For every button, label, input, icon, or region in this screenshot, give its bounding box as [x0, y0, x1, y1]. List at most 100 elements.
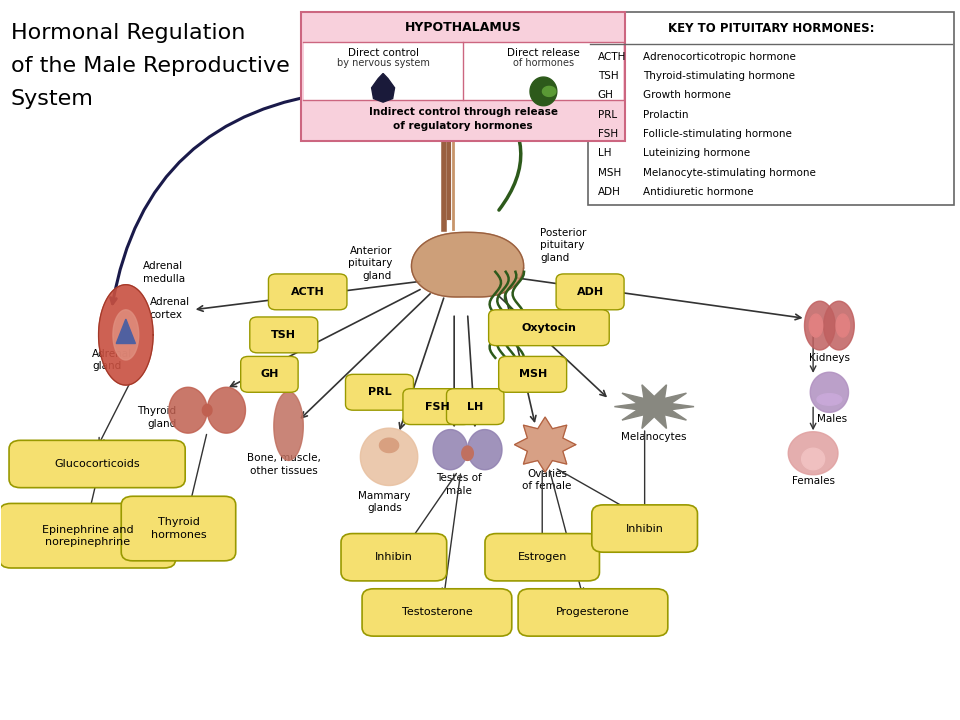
Polygon shape	[203, 405, 212, 416]
FancyBboxPatch shape	[241, 356, 299, 392]
Text: Thyroid
hormones: Thyroid hormones	[151, 518, 206, 540]
Text: HYPOTHALAMUS: HYPOTHALAMUS	[405, 22, 521, 35]
Text: Inhibin: Inhibin	[375, 552, 413, 562]
Text: MSH: MSH	[598, 168, 621, 178]
Text: LH: LH	[468, 402, 483, 412]
Text: Mammary
glands: Mammary glands	[358, 490, 411, 513]
FancyBboxPatch shape	[498, 356, 566, 392]
FancyBboxPatch shape	[518, 589, 668, 636]
Text: Melanocyte-stimulating hormone: Melanocyte-stimulating hormone	[643, 168, 816, 178]
Text: Follicle-stimulating hormone: Follicle-stimulating hormone	[643, 129, 792, 139]
Text: Testosterone: Testosterone	[401, 608, 472, 618]
Polygon shape	[836, 314, 850, 337]
Polygon shape	[515, 417, 576, 472]
Polygon shape	[274, 392, 303, 460]
Text: ADH: ADH	[577, 287, 604, 297]
FancyBboxPatch shape	[489, 310, 610, 346]
Text: Estrogen: Estrogen	[517, 552, 567, 562]
Polygon shape	[433, 430, 468, 469]
FancyBboxPatch shape	[403, 389, 471, 425]
Polygon shape	[614, 384, 694, 428]
Text: Bone, muscle,
other tissues: Bone, muscle, other tissues	[247, 453, 321, 476]
Text: Adrenal
cortex: Adrenal cortex	[150, 297, 190, 320]
Text: TSH: TSH	[272, 330, 297, 340]
Text: Luteinizing hormone: Luteinizing hormone	[643, 148, 750, 158]
Text: Indirect control through release
of regulatory hormones: Indirect control through release of regu…	[369, 107, 558, 130]
Polygon shape	[468, 430, 502, 469]
Polygon shape	[788, 432, 838, 474]
Text: GH: GH	[598, 90, 613, 100]
Polygon shape	[169, 387, 207, 433]
Text: Direct control: Direct control	[348, 48, 419, 58]
Polygon shape	[379, 438, 398, 453]
Text: Thyroid-stimulating hormone: Thyroid-stimulating hormone	[643, 71, 795, 81]
Text: Kidneys: Kidneys	[809, 353, 850, 363]
Text: KEY TO PITUITARY HORMONES:: KEY TO PITUITARY HORMONES:	[668, 22, 875, 35]
Polygon shape	[530, 77, 557, 106]
Polygon shape	[360, 428, 418, 485]
Polygon shape	[824, 301, 854, 350]
Polygon shape	[810, 372, 849, 413]
Polygon shape	[207, 387, 246, 433]
Polygon shape	[804, 301, 835, 350]
FancyBboxPatch shape	[0, 503, 176, 568]
FancyBboxPatch shape	[591, 505, 698, 552]
Polygon shape	[113, 310, 139, 360]
Polygon shape	[802, 449, 825, 469]
Text: Testes of
male: Testes of male	[436, 473, 482, 496]
FancyBboxPatch shape	[304, 42, 623, 100]
Text: Melanocytes: Melanocytes	[621, 432, 687, 442]
Text: PRL: PRL	[368, 387, 392, 397]
Polygon shape	[99, 284, 153, 385]
Text: Prolactin: Prolactin	[643, 109, 688, 120]
FancyBboxPatch shape	[485, 534, 599, 581]
Text: FSH: FSH	[598, 129, 618, 139]
Text: FSH: FSH	[424, 402, 449, 412]
Text: Inhibin: Inhibin	[626, 523, 663, 534]
Text: ADH: ADH	[598, 187, 620, 197]
Text: Males: Males	[817, 414, 848, 424]
Text: Hormonal Regulation
of the Male Reproductive
System: Hormonal Regulation of the Male Reproduc…	[11, 23, 290, 109]
Text: LH: LH	[598, 148, 612, 158]
FancyBboxPatch shape	[121, 496, 236, 561]
Text: Ovaries
of female: Ovaries of female	[522, 469, 572, 492]
Polygon shape	[462, 446, 473, 460]
Text: Direct release: Direct release	[507, 48, 580, 58]
FancyBboxPatch shape	[556, 274, 624, 310]
FancyBboxPatch shape	[250, 317, 318, 353]
Text: GH: GH	[260, 369, 278, 379]
Text: Glucocorticoids: Glucocorticoids	[55, 459, 140, 469]
FancyBboxPatch shape	[346, 374, 414, 410]
Polygon shape	[412, 233, 523, 297]
FancyBboxPatch shape	[301, 12, 626, 140]
Text: MSH: MSH	[518, 369, 547, 379]
Text: TSH: TSH	[598, 71, 618, 81]
FancyBboxPatch shape	[446, 389, 504, 425]
FancyBboxPatch shape	[362, 589, 512, 636]
Text: Adrenal
medulla: Adrenal medulla	[143, 261, 185, 284]
FancyBboxPatch shape	[9, 441, 185, 487]
Polygon shape	[372, 73, 395, 102]
Text: Oxytocin: Oxytocin	[521, 323, 576, 333]
FancyBboxPatch shape	[269, 274, 347, 310]
Text: PRL: PRL	[598, 109, 617, 120]
Text: Growth hormone: Growth hormone	[643, 90, 731, 100]
Polygon shape	[542, 86, 556, 96]
Text: Antidiuretic hormone: Antidiuretic hormone	[643, 187, 754, 197]
Text: ACTH: ACTH	[291, 287, 324, 297]
FancyBboxPatch shape	[588, 12, 954, 205]
Text: Anterior
pituitary
gland: Anterior pituitary gland	[348, 246, 392, 281]
Text: by nervous system: by nervous system	[337, 58, 429, 68]
Polygon shape	[809, 314, 823, 337]
Text: Epinephrine and
norepinephrine: Epinephrine and norepinephrine	[41, 524, 133, 547]
Text: Adrenocorticotropic hormone: Adrenocorticotropic hormone	[643, 52, 796, 62]
Polygon shape	[116, 319, 135, 343]
Text: Adrenal
gland: Adrenal gland	[92, 348, 132, 372]
Text: Progesterone: Progesterone	[556, 608, 630, 618]
Text: of hormones: of hormones	[513, 58, 574, 68]
Text: Posterior
pituitary
gland: Posterior pituitary gland	[540, 228, 587, 263]
Text: Thyroid
gland: Thyroid gland	[137, 406, 177, 428]
Text: Females: Females	[792, 476, 834, 486]
Text: ACTH: ACTH	[598, 52, 626, 62]
FancyBboxPatch shape	[341, 534, 446, 581]
